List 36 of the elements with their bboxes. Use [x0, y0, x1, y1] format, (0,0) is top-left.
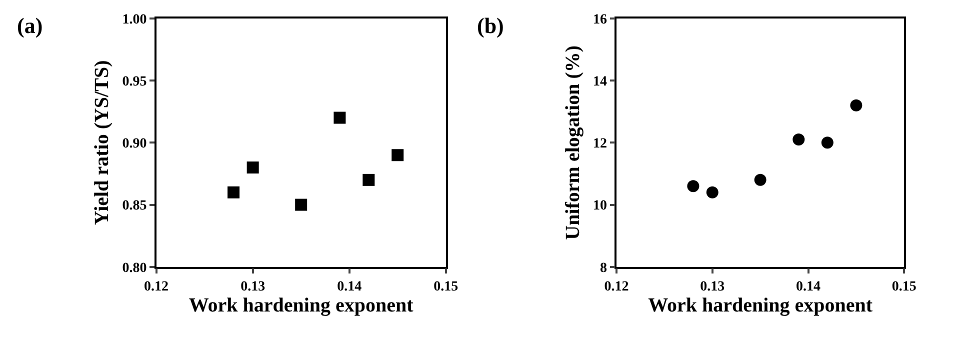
x-tick-label: 0.15 — [434, 279, 458, 294]
point — [362, 174, 375, 186]
x-tick-label: 0.13 — [240, 279, 266, 294]
x-tick-label: 0.14 — [337, 279, 362, 294]
y-tick-label: 12 — [592, 136, 607, 152]
point — [706, 186, 718, 198]
y-tick-label: 10 — [592, 198, 607, 214]
x-tick-label: 0.12 — [604, 279, 629, 294]
point — [687, 180, 700, 192]
point — [821, 136, 834, 149]
x-tick-label: 0.12 — [144, 279, 169, 294]
x-axis-title: Work hardening exponent — [648, 294, 873, 316]
y-axis-title: Yield ratio (YS/TS) — [91, 60, 114, 226]
x-tick-label: 0.15 — [892, 279, 916, 294]
point — [334, 112, 346, 124]
point — [228, 186, 240, 198]
y-tick-label: 14 — [592, 74, 607, 90]
y-tick-label: 0.80 — [122, 260, 147, 276]
point — [295, 198, 308, 211]
y-tick-label: 0.85 — [122, 198, 147, 214]
y-tick-label: 16 — [592, 12, 607, 28]
x-axis-title: Work hardening exponent — [188, 294, 414, 316]
y-tick-label: 8 — [600, 260, 607, 276]
point — [792, 134, 805, 146]
chart-title: (b) — [477, 13, 504, 38]
chart-title: (a) — [17, 13, 43, 38]
point — [246, 162, 259, 174]
y-tick-label: 0.95 — [122, 74, 147, 90]
point — [850, 99, 862, 112]
y-tick-label: 0.90 — [122, 136, 147, 152]
x-tick-label: 0.13 — [700, 279, 725, 294]
point — [392, 149, 404, 162]
y-tick-label: 1.00 — [122, 12, 147, 28]
y-axis-title: Uniform elogation (%) — [562, 45, 584, 240]
x-tick-label: 0.14 — [796, 279, 820, 294]
point — [754, 174, 766, 186]
